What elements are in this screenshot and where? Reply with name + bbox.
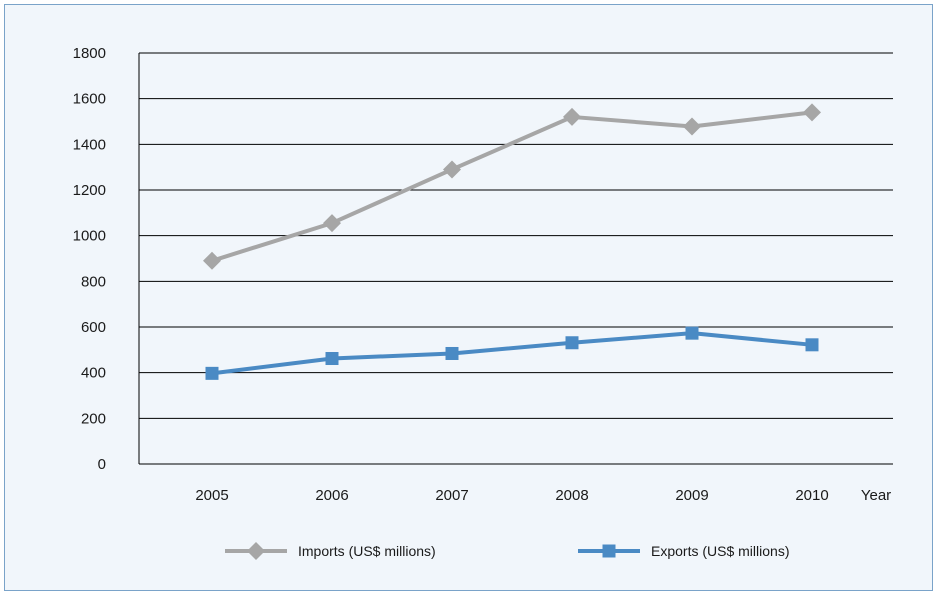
x-tick-label: 2010	[795, 487, 828, 504]
y-tick-label: 800	[81, 273, 106, 290]
gridlines	[139, 52, 893, 419]
legend-item: Imports (US$ millions)	[225, 542, 436, 560]
series-line	[211, 331, 813, 376]
x-tick-label: 2007	[435, 487, 468, 504]
data-point	[203, 251, 221, 270]
series-layer	[203, 103, 821, 380]
series-line	[211, 110, 813, 263]
legend: Imports (US$ millions) Exports (US$ milli…	[225, 542, 789, 560]
data-point	[443, 160, 461, 179]
y-tick-label: 1000	[73, 228, 106, 245]
legend-label: Imports (US$ millions)	[298, 543, 436, 559]
series-exports	[205, 326, 819, 380]
y-tick-label: 200	[81, 410, 106, 427]
x-axis-label: Year	[861, 487, 891, 504]
y-tick-label: 1800	[73, 45, 106, 62]
x-tick-label: 2005	[195, 487, 228, 504]
x-tick-label: 2006	[315, 487, 348, 504]
data-point	[803, 103, 821, 122]
y-tick-label: 600	[81, 319, 106, 336]
data-point	[563, 107, 581, 126]
x-axis-ticks: 2005 2006 2007 2008 2009 2010	[195, 487, 828, 504]
axes	[138, 53, 893, 465]
data-point	[683, 117, 701, 136]
series-imports	[203, 103, 821, 270]
data-point	[445, 346, 459, 360]
x-tick-label: 2009	[675, 487, 708, 504]
y-tick-label: 1400	[73, 136, 106, 153]
data-point	[325, 352, 339, 366]
legend-item: Exports (US$ millions)	[578, 543, 789, 559]
x-tick-label: 2008	[555, 487, 588, 504]
y-tick-label: 400	[81, 365, 106, 382]
data-point	[205, 366, 219, 380]
y-tick-label: 0	[98, 456, 106, 473]
y-tick-label: 1200	[73, 182, 106, 199]
data-point	[805, 338, 819, 352]
data-point	[323, 214, 341, 233]
y-tick-label: 1600	[73, 91, 106, 108]
legend-marker	[602, 544, 616, 558]
data-point	[685, 326, 699, 340]
legend-label: Exports (US$ millions)	[651, 543, 789, 559]
data-point	[565, 336, 579, 350]
chart-frame	[4, 4, 933, 591]
y-axis-ticks: 0 200 400 600 800 1000 1200 1400 1600 1800	[73, 45, 106, 473]
legend-marker	[247, 542, 265, 560]
